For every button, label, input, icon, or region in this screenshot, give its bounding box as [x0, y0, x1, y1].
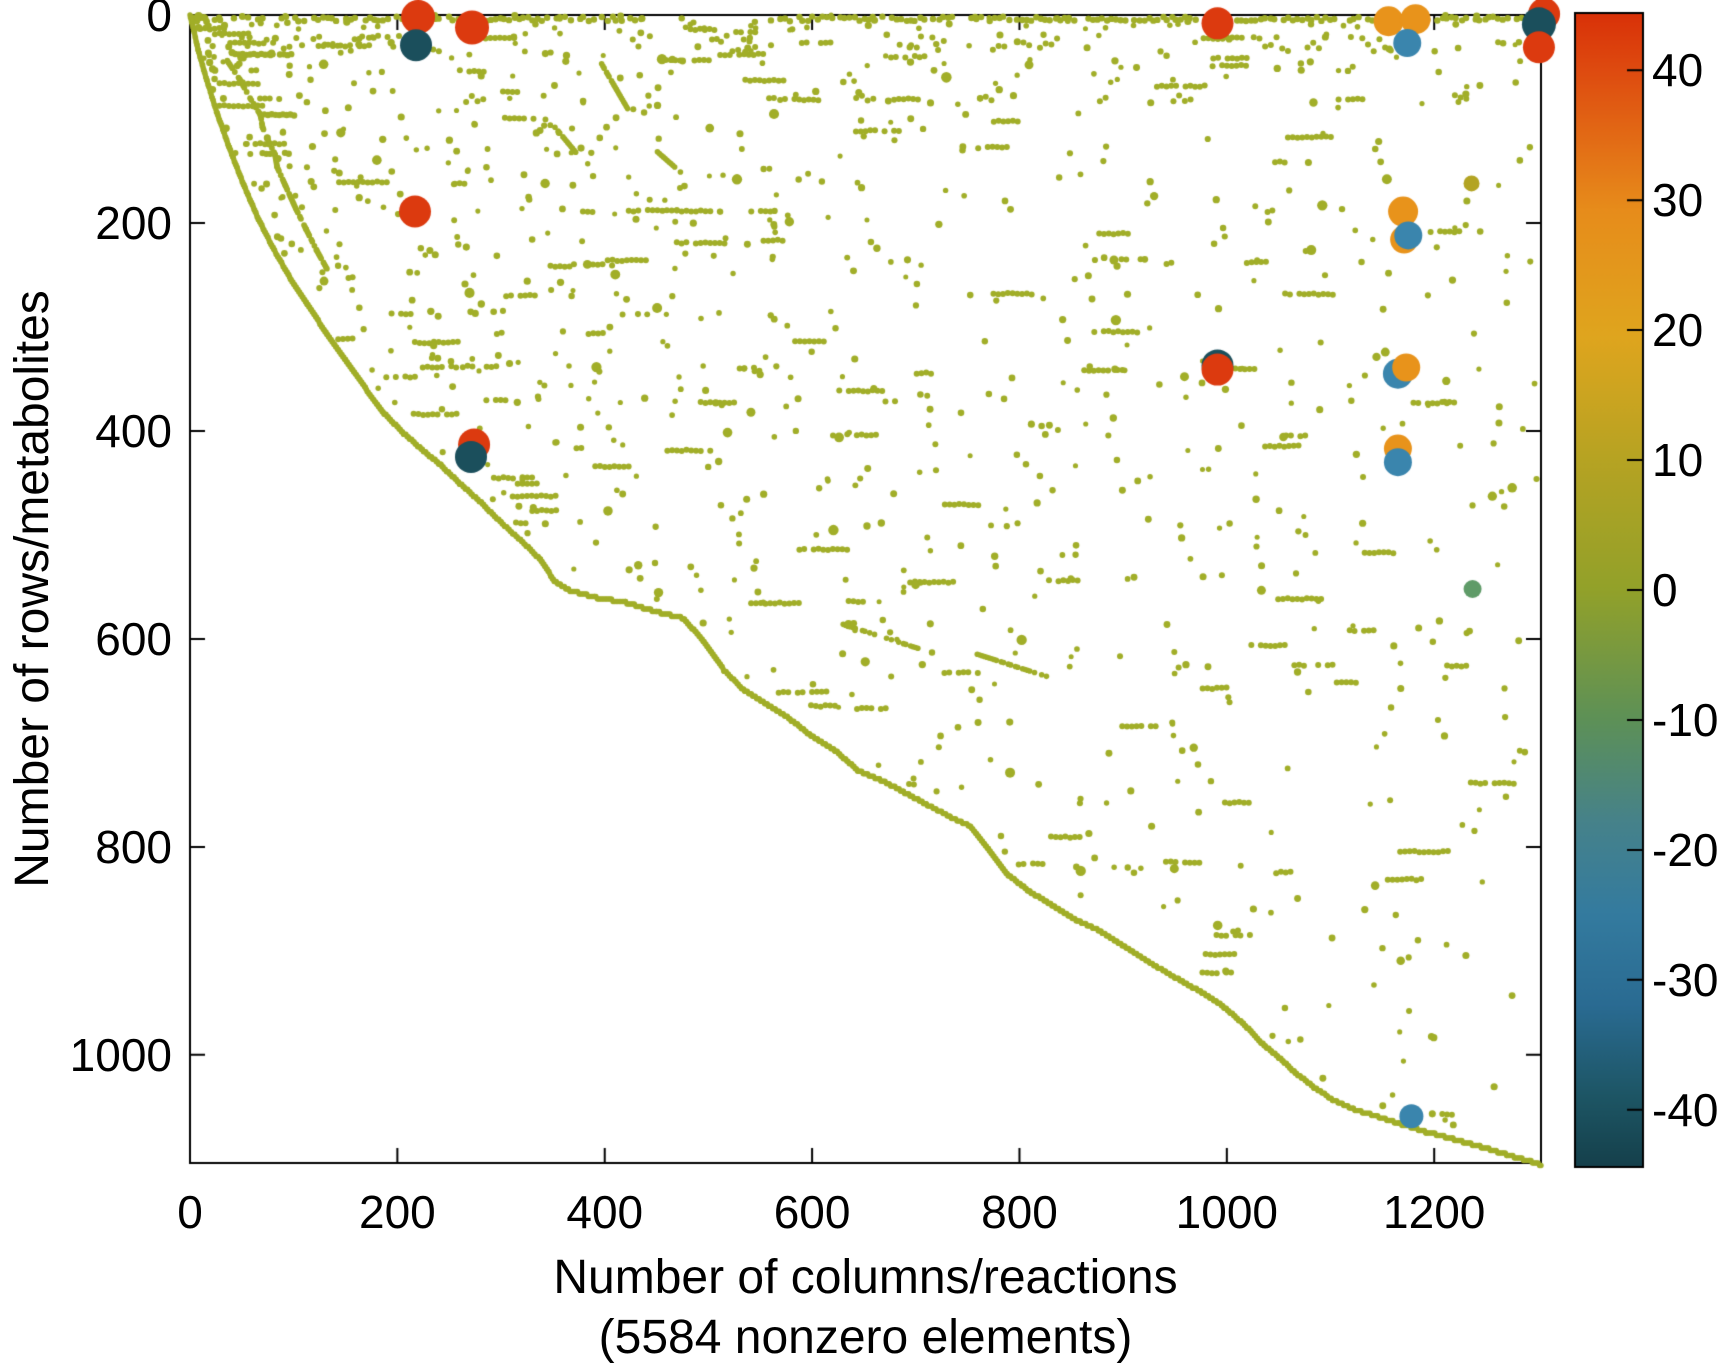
y-tick-label: 0	[146, 0, 172, 41]
x-tick-label: 0	[177, 1186, 203, 1238]
x-tick-label: 200	[358, 1186, 436, 1238]
y-tick-label: 400	[95, 404, 172, 457]
y-tick-label: 800	[95, 820, 172, 873]
x-tick-label: 1200	[1383, 1186, 1486, 1238]
colorbar-tick-label: -30	[1652, 953, 1719, 1006]
y-tick-label: 200	[95, 196, 172, 249]
colorbar-tick-label: -40	[1652, 1083, 1719, 1136]
x-axis-title: Number of columns/reactions	[553, 1251, 1178, 1304]
y-tick-label: 600	[95, 612, 172, 665]
x-axis-subtitle: (5584 nonzero elements)	[598, 1311, 1133, 1364]
y-tick-label: 1000	[69, 1028, 172, 1081]
x-tick-label: 600	[773, 1186, 851, 1238]
colorbar-tick-label: 10	[1652, 434, 1704, 487]
colorbar-tick-label: 0	[1652, 564, 1678, 616]
colorbar-tick-label: -10	[1652, 693, 1719, 746]
colorbar-tick-label: 20	[1652, 304, 1704, 357]
x-tick-label: 800	[981, 1186, 1058, 1238]
x-tick-label: 400	[566, 1186, 644, 1238]
colorbar-tick-label: -20	[1652, 823, 1719, 876]
y-axis-title: Number of rows/metabolites	[6, 290, 59, 888]
colorbar-tick-label: 40	[1652, 44, 1704, 97]
x-tick-label: 1000	[1175, 1186, 1278, 1238]
colorbar-tick-label: 30	[1652, 174, 1704, 227]
